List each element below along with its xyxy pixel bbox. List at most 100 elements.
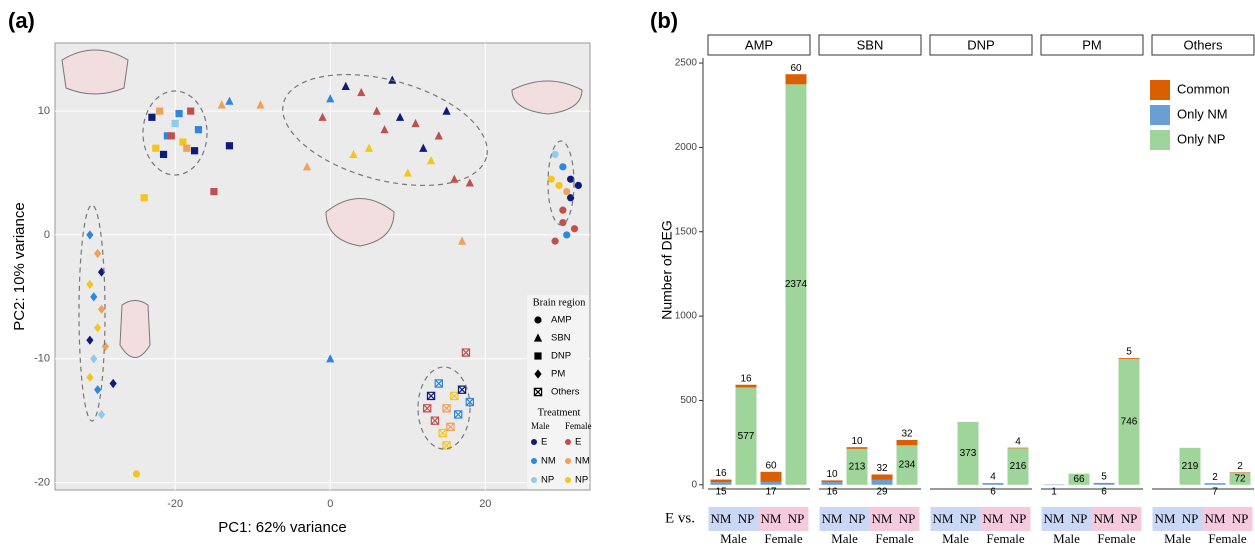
- x-tick-label: NP: [1010, 511, 1027, 526]
- point: [156, 107, 164, 115]
- y-tick-label: 1000: [675, 311, 698, 322]
- point: [302, 162, 312, 171]
- value-label: 66: [1073, 474, 1085, 485]
- bar-segment: [1204, 483, 1226, 484]
- point: [86, 279, 94, 290]
- point: [86, 372, 94, 382]
- category-band: [1152, 507, 1178, 531]
- point: [547, 175, 555, 183]
- point: [90, 354, 98, 364]
- bar-segment: [735, 384, 757, 388]
- cluster-outlines: [78, 73, 575, 450]
- point: [551, 150, 559, 159]
- point: [148, 113, 156, 121]
- point: [457, 236, 467, 245]
- x-tick-label: NP: [738, 511, 755, 526]
- point: [395, 112, 405, 121]
- value-label: 1: [1051, 486, 1057, 497]
- value-label: 4: [990, 472, 996, 483]
- value-label: 746: [1121, 417, 1138, 428]
- value-label: 5: [1126, 347, 1132, 358]
- bar-segment: [760, 471, 782, 482]
- category-band: [1177, 507, 1203, 531]
- category-band: [955, 507, 981, 531]
- x-tick-label: NM: [983, 511, 1004, 526]
- value-label: 32: [876, 463, 888, 474]
- facet-label: Others: [1183, 37, 1223, 52]
- legend-symbol: [565, 458, 571, 464]
- point: [457, 385, 467, 394]
- point: [225, 142, 234, 150]
- bar-segment: [957, 421, 979, 485]
- group-label: Male: [1053, 531, 1080, 546]
- point: [559, 163, 567, 171]
- x-tick-label: NP: [1121, 511, 1138, 526]
- y-axis-title: PC2: 10% variance: [11, 202, 28, 330]
- legend-title: Brain region: [533, 297, 587, 308]
- x-tick-label: 20: [479, 498, 491, 510]
- value-label: 16: [740, 373, 752, 384]
- point: [551, 237, 559, 245]
- legend-group-label: Male: [531, 421, 550, 431]
- point: [563, 187, 571, 196]
- facet-label: PM: [1082, 37, 1102, 52]
- point: [217, 100, 226, 109]
- legend-label: Others: [551, 387, 580, 398]
- bar-segment: [871, 479, 893, 485]
- point: [140, 194, 148, 202]
- facet-label: DNP: [967, 37, 994, 52]
- legend-symbol: [565, 477, 571, 483]
- category-band: [1116, 507, 1142, 531]
- category-band: [869, 507, 895, 531]
- point: [567, 194, 575, 202]
- legend-symbol: [531, 439, 537, 445]
- point: [426, 156, 436, 165]
- point: [563, 231, 571, 239]
- plot-background: [54, 42, 591, 491]
- x-tick-label: NM: [1205, 511, 1226, 526]
- point: [318, 112, 327, 121]
- point: [326, 354, 335, 363]
- category-band: [1202, 507, 1228, 531]
- value-label: 6: [1101, 486, 1107, 497]
- panel-a: (a) -20 0 20 -20 -10 0 10 PC1: 62% variance PC2: …: [8, 8, 592, 536]
- value-label: 216: [1010, 461, 1027, 472]
- point: [567, 175, 575, 183]
- point: [97, 409, 106, 420]
- category-band: [819, 507, 845, 531]
- value-label: 213: [849, 461, 866, 472]
- x-tick-label: NP: [899, 511, 916, 526]
- point: [446, 422, 455, 432]
- point: [438, 428, 447, 438]
- x-tick-label: 0: [327, 498, 333, 510]
- point: [94, 385, 102, 395]
- bar-segment: [785, 84, 807, 485]
- point: [453, 410, 463, 419]
- point: [430, 416, 440, 425]
- bar-segment: [821, 480, 843, 483]
- x-tick-label: NM: [933, 511, 954, 526]
- point: [559, 206, 567, 214]
- legend-swatch: [1150, 105, 1170, 125]
- point: [349, 149, 358, 159]
- point: [152, 144, 160, 152]
- value-label: 6: [990, 486, 996, 497]
- bar-segment: [1118, 358, 1140, 485]
- value-label: 2374: [785, 279, 808, 290]
- bar-segment: [1068, 473, 1090, 485]
- legend-symbol: [534, 369, 542, 379]
- point: [94, 323, 102, 333]
- group-label: Female: [764, 531, 802, 546]
- y-tick-label: 0: [691, 479, 697, 490]
- point: [109, 378, 117, 389]
- y-tick-label: 1500: [675, 226, 698, 237]
- value-label: 7: [1212, 486, 1218, 497]
- value-label: 2: [1212, 472, 1218, 483]
- group-label: Male: [942, 531, 969, 546]
- panel-label: (b): [650, 8, 678, 33]
- legend-symbol: [534, 352, 542, 360]
- group-label: Female: [875, 531, 913, 546]
- bar-segment: [1229, 472, 1251, 473]
- bar-segment: [1093, 482, 1115, 484]
